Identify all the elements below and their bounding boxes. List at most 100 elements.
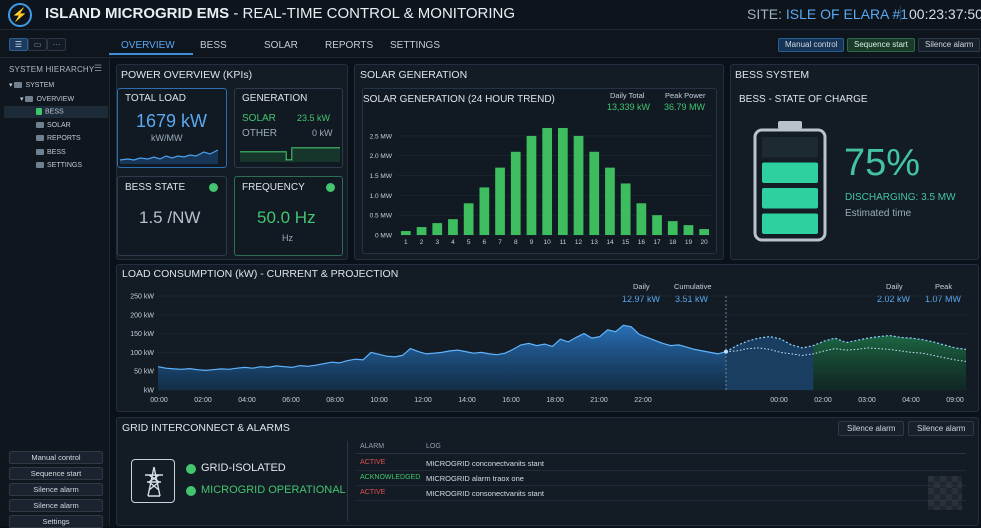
solar-x-tick: 1: [404, 239, 408, 246]
load-x-tick: 02:00: [814, 397, 832, 404]
load-x-tick: 12:00: [414, 397, 432, 404]
solar-y-tick: 0.5 MW: [370, 213, 393, 220]
generation-sparkline: [240, 147, 340, 162]
bess-soc-title: BESS - STATE OF CHARGE: [739, 94, 868, 105]
other-label: OTHER: [242, 128, 277, 139]
tree-item-bess[interactable]: BESS: [36, 108, 64, 115]
peak-power-value: 36.79 MW: [664, 102, 706, 112]
battery-segment: [762, 162, 818, 183]
tab-solar[interactable]: SOLAR: [264, 40, 298, 51]
clock: 00:23:37:50: [900, 6, 981, 22]
solar-bar: [432, 223, 443, 235]
tree-item-overview[interactable]: ▾ OVERVIEW: [20, 96, 75, 103]
battery-cap: [778, 121, 802, 129]
total-load-title: TOTAL LOAD: [125, 93, 186, 104]
manual-control-button[interactable]: Manual control: [778, 38, 845, 52]
estimated-time: Estimated time: [845, 208, 912, 219]
alarm-log: MICROGRID consonectvanits stant: [426, 489, 544, 498]
tab-bess[interactable]: BESS: [200, 40, 227, 51]
peak-label: Peak: [935, 282, 953, 291]
solar-x-tick: 16: [638, 239, 646, 246]
grid-silence-alarm-button-2[interactable]: Silence alarm: [908, 421, 975, 436]
sidebar-sequence-start-button[interactable]: Sequence start: [9, 467, 103, 480]
tree-item-reports[interactable]: REPORTS: [36, 135, 81, 142]
more-icon[interactable]: ···: [47, 38, 66, 51]
cumulative-label: Cumulative: [674, 282, 712, 291]
bess-state-card[interactable]: [117, 176, 227, 256]
microgrid-operational-status: MICROGRID OPERATIONAL: [201, 484, 346, 496]
tab-reports[interactable]: REPORTS: [325, 40, 374, 51]
battery-icon: [753, 121, 827, 242]
alarm-status: ACTIVE: [360, 459, 386, 466]
alarm-log: MICROGRID conconectvanits stant: [426, 459, 544, 468]
alarm-log: MICROGRID alarm traox one: [426, 474, 524, 483]
solar-x-tick: 14: [606, 239, 614, 246]
grid-silence-alarm-button[interactable]: Silence alarm: [838, 421, 905, 436]
solar-value: 23.5 kW: [297, 113, 331, 123]
solar-x-tick: 8: [514, 239, 518, 246]
bess-state-title: BESS STATE: [125, 182, 186, 193]
sidebar-silence-alarm-button[interactable]: Silence alarm: [9, 483, 103, 496]
grid-isolated-dot: [186, 464, 196, 474]
placeholder-image: [928, 476, 962, 510]
sidebar-silence-alarm-button-2[interactable]: Silence alarm: [9, 499, 103, 512]
solar-x-tick: 19: [685, 239, 693, 246]
alarm-status: ACKNOWLEDGED: [360, 474, 421, 481]
sequence-start-button[interactable]: Sequence start: [847, 38, 915, 52]
alarm-row[interactable]: ACKNOWLEDGED MICROGRID alarm traox one: [356, 471, 966, 486]
daily-projection-value: 2.02 kW: [877, 294, 911, 304]
sidebar-title: SYSTEM HIERARCHY: [9, 65, 95, 74]
solar-bar: [400, 231, 411, 235]
other-value: 0 kW: [312, 128, 333, 138]
tree-item-system[interactable]: ▾ SYSTEM: [9, 82, 55, 89]
solar-bar: [620, 183, 631, 235]
solar-bar: [667, 221, 678, 235]
solar-x-tick: 20: [701, 239, 709, 246]
total-load-sparkline: [119, 149, 219, 164]
battery-segment: [762, 188, 818, 209]
solar-x-tick: 13: [591, 239, 599, 246]
bess-state-status-dot: [209, 183, 218, 192]
sidebar-settings-button[interactable]: Settings: [9, 515, 103, 528]
solar-bar: [542, 127, 553, 235]
frequency-card[interactable]: [234, 176, 343, 256]
now-point: [724, 349, 728, 354]
alarm-row[interactable]: ACTIVE MICROGRID conconectvanits stant: [356, 456, 966, 471]
menu-icon[interactable]: ☰: [94, 63, 103, 73]
grid-view-icon[interactable]: ▭: [28, 38, 47, 51]
daily-label: Daily: [633, 282, 650, 291]
peak-power-label: Peak Power: [665, 91, 706, 100]
cumulative-value: 3.51 kW: [675, 294, 709, 304]
alarm-status: ACTIVE: [360, 489, 386, 496]
solar-bar: [416, 227, 427, 235]
tree-selection: [4, 106, 108, 118]
tree-item-solar[interactable]: SOLAR: [36, 122, 71, 129]
tree-item-settings[interactable]: SETTINGS: [36, 162, 82, 169]
solar-bar: [463, 203, 474, 235]
app-title: ISLAND MICROGRID EMS - REAL-TIME CONTROL…: [45, 5, 516, 22]
solar-bar: [605, 167, 615, 235]
top-bar: [0, 0, 981, 30]
alarm-table: ACTIVE MICROGRID conconectvanits stant ACK…: [356, 456, 966, 516]
battery-segment: [762, 213, 818, 234]
daily-total-value: 13,339 kW: [607, 102, 651, 112]
load-y-tick: 200 kW: [130, 312, 154, 319]
load-projection-green-area: [813, 335, 966, 390]
tab-overview[interactable]: OVERVIEW: [121, 40, 175, 51]
silence-alarm-button[interactable]: Silence alarm: [918, 38, 981, 52]
solar-x-tick: 7: [498, 239, 502, 246]
tree-item-bess-2[interactable]: BESS: [36, 149, 66, 156]
solar-bar: [557, 127, 568, 235]
solar-y-tick: 2.5 MW: [370, 133, 393, 140]
load-y-tick: 100 kW: [130, 350, 154, 357]
battery-body: [753, 128, 827, 242]
sidebar-manual-control-button[interactable]: Manual control: [9, 451, 103, 464]
solar-x-tick: 10: [544, 239, 552, 246]
load-x-tick: 09:00: [946, 397, 964, 404]
load-x-tick: 08:00: [326, 397, 344, 404]
alarm-row[interactable]: ACTIVE MICROGRID consonectvanits stant: [356, 486, 966, 501]
list-view-icon[interactable]: ☰: [9, 38, 28, 51]
frequency-title: FREQUENCY: [242, 182, 305, 193]
load-x-tick: 04:00: [238, 397, 256, 404]
tab-settings[interactable]: SETTINGS: [390, 40, 441, 51]
